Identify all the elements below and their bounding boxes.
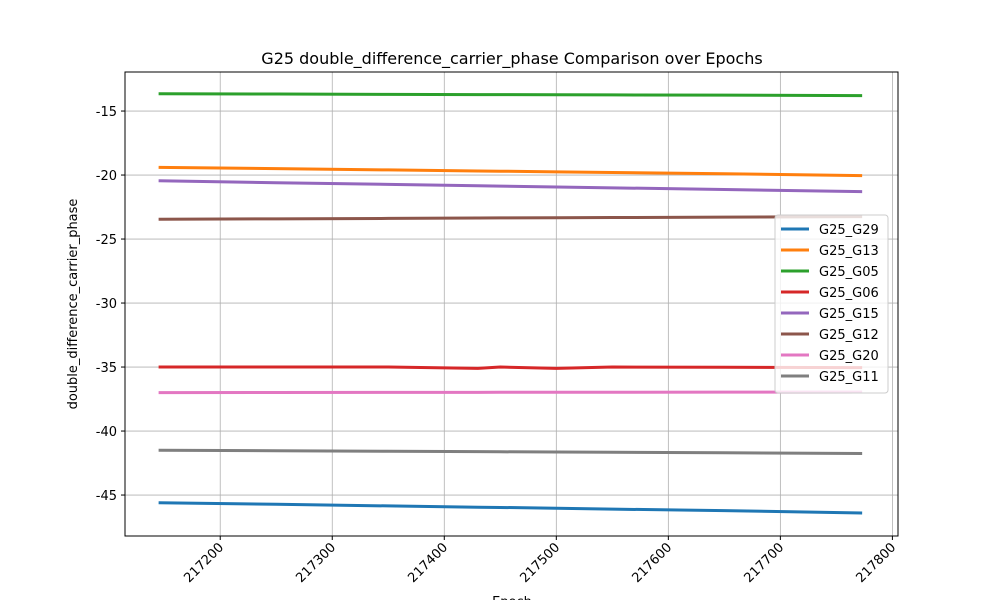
y-tick-label: -45 — [96, 489, 117, 504]
series-line — [158, 179, 863, 194]
chart-title: G25 double_difference_carrier_phase Comp… — [261, 49, 762, 69]
x-tick-label: 217400 — [405, 540, 451, 586]
legend-label: G25_G12 — [819, 328, 879, 343]
y-tick-label: -40 — [96, 425, 117, 440]
y-tick-label: -35 — [96, 361, 117, 376]
legend-label: G25_G29 — [819, 223, 879, 238]
y-tick-label: -20 — [96, 169, 117, 184]
plot-frame — [124, 71, 899, 537]
legend-box — [774, 214, 889, 394]
x-axis-label: Epoch — [492, 595, 532, 600]
legend-label: G25_G11 — [819, 370, 879, 385]
legend-label: G25_G05 — [819, 265, 879, 280]
legend-label: G25_G15 — [819, 307, 879, 322]
y-tick-label: -25 — [96, 233, 117, 248]
series-line — [158, 165, 863, 178]
series-line — [158, 501, 863, 515]
x-tick-label: 217800 — [854, 540, 900, 586]
x-tick-label: 217700 — [741, 540, 787, 586]
series-line — [158, 215, 863, 221]
series-line — [158, 365, 863, 370]
legend-label: G25_G13 — [819, 244, 879, 259]
y-axis-label: double_difference_carrier_phase — [66, 199, 81, 410]
x-tick-label: 217600 — [629, 540, 675, 586]
y-tick-label: -15 — [96, 105, 117, 120]
x-tick-label: 217500 — [517, 540, 563, 586]
series-line — [158, 92, 863, 98]
legend: G25_G29 G25_G13 G25_G05 G25_G06 G25_G15 G25_G… — [774, 214, 889, 394]
x-tick-label: 217300 — [293, 540, 339, 586]
legend-label: G25_G20 — [819, 349, 879, 364]
x-tick-label: 217200 — [181, 540, 227, 586]
series-line — [158, 390, 863, 395]
y-tick-label: -30 — [96, 297, 117, 312]
series-line — [158, 448, 863, 455]
legend-label: G25_G06 — [819, 286, 879, 301]
